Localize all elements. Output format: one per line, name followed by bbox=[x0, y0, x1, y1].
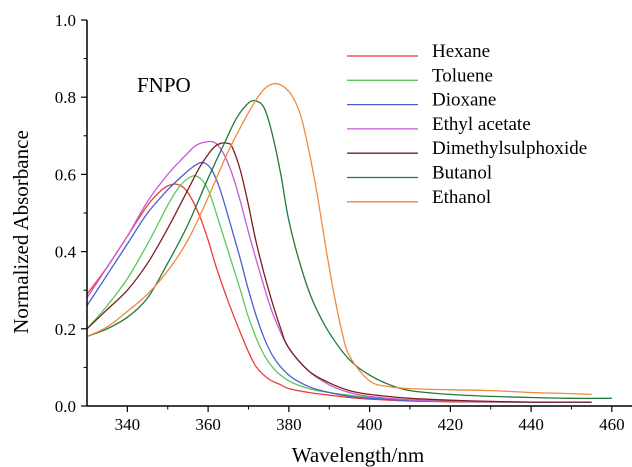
series-line-0 bbox=[86, 183, 592, 403]
y-tick-label: 0.6 bbox=[55, 165, 76, 184]
y-tick-label: 0.8 bbox=[55, 88, 76, 107]
y-tick-label: 1.0 bbox=[55, 11, 76, 30]
x-tick-label: 360 bbox=[195, 415, 221, 434]
legend-label: Dimethylsulphoxide bbox=[432, 138, 587, 159]
y-tick-label: 0.0 bbox=[55, 397, 76, 416]
x-tick-label: 400 bbox=[357, 415, 383, 434]
legend-label: Ethyl acetate bbox=[432, 114, 531, 135]
x-axis-title: Wavelength/nm bbox=[292, 443, 424, 467]
series-line-5 bbox=[86, 99, 612, 399]
plot-curves bbox=[86, 82, 612, 403]
legend: Hexane Toluene Dioxane Ethyl acetate Dimethy… bbox=[347, 41, 587, 208]
legend-label: Ethanol bbox=[432, 187, 491, 208]
x-tick-label: 460 bbox=[599, 415, 625, 434]
tick-marks: 340 360 380 400 420 440 460 0.0 0.2 0.4 0.6 0.8 1.0 bbox=[55, 11, 625, 434]
y-tick-label: 0.4 bbox=[55, 243, 77, 262]
series-line-6 bbox=[86, 82, 592, 396]
legend-label: Hexane bbox=[432, 41, 490, 62]
series-line-2 bbox=[86, 161, 592, 403]
series-line-3 bbox=[86, 140, 592, 403]
x-tick-label: 380 bbox=[276, 415, 302, 434]
x-tick-label: 420 bbox=[438, 415, 464, 434]
x-tick-label: 340 bbox=[115, 415, 141, 434]
chart-annotation: FNPO bbox=[137, 73, 191, 97]
legend-label: Butanol bbox=[432, 163, 492, 184]
series-line-1 bbox=[86, 175, 592, 403]
x-tick-label: 440 bbox=[518, 415, 544, 434]
y-axis-title: Normalized Absorbance bbox=[9, 130, 33, 334]
legend-label: Dioxane bbox=[432, 90, 496, 111]
legend-label: Toluene bbox=[432, 65, 493, 86]
series-line-4 bbox=[86, 142, 592, 403]
y-tick-label: 0.2 bbox=[55, 320, 76, 339]
